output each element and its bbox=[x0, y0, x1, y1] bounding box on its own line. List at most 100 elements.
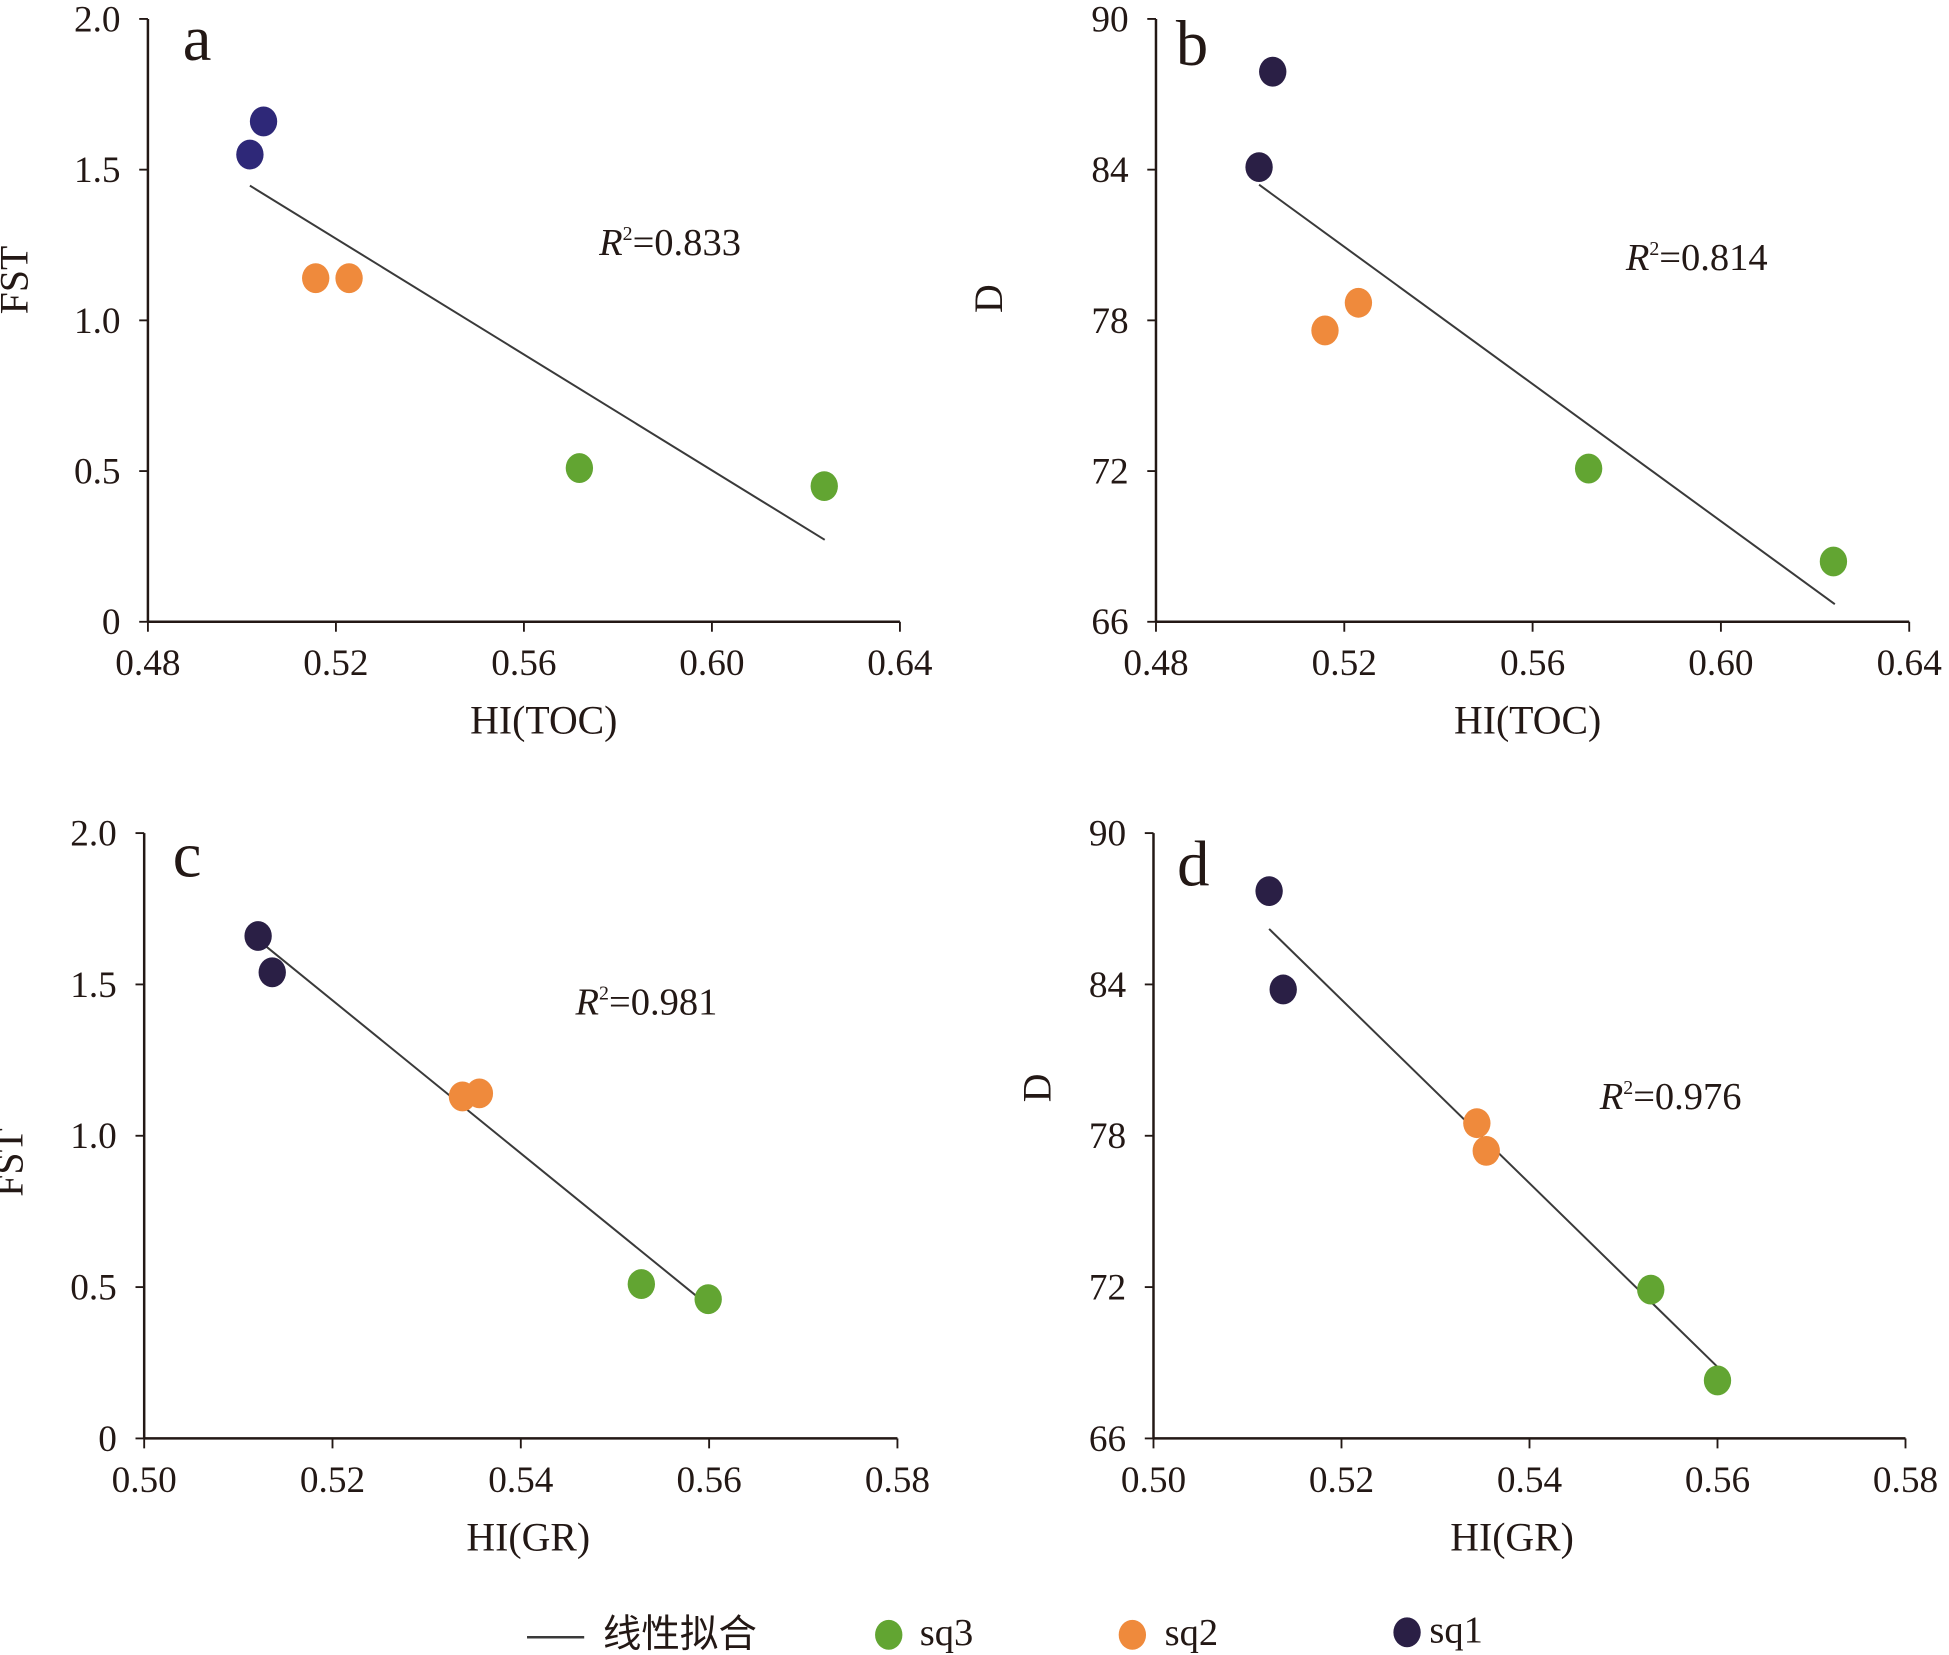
panel-letter: b bbox=[1176, 7, 1208, 79]
point-sq1 bbox=[258, 957, 286, 988]
y-tick-label: 1.0 bbox=[74, 301, 121, 342]
point-sq3 bbox=[1637, 1274, 1665, 1305]
panel-letter: a bbox=[183, 2, 212, 74]
point-sq2 bbox=[335, 263, 363, 294]
y-axis-label: D bbox=[967, 284, 1011, 313]
point-sq2 bbox=[465, 1078, 494, 1109]
y-tick-label: 0.5 bbox=[74, 452, 121, 493]
y-tick-label: 2.0 bbox=[70, 814, 117, 855]
r2-symbol: R bbox=[598, 222, 623, 264]
r2-symbol: R bbox=[1599, 1076, 1624, 1118]
x-tick-label: 0.56 bbox=[1685, 1460, 1750, 1501]
r2-value: =0.981 bbox=[609, 982, 717, 1024]
point-sq1 bbox=[236, 139, 264, 170]
x-tick-label: 0.50 bbox=[1121, 1460, 1186, 1501]
point-sq1 bbox=[1259, 56, 1287, 87]
panel-letter: d bbox=[1177, 827, 1209, 899]
panel-c: 0.50 0.52 0.54 0.56 0.58 0 0.5 1.0 1.5 2.0 HI(GR) F… bbox=[0, 814, 930, 1560]
x-tick-label: 0.54 bbox=[488, 1460, 554, 1501]
x-tick-label: 0.56 bbox=[491, 643, 556, 684]
y-tick-label: 0 bbox=[98, 1419, 117, 1460]
x-axis-label: HI(TOC) bbox=[470, 699, 617, 743]
x-tick-label: 0.58 bbox=[1873, 1460, 1938, 1501]
y-tick-label: 0.5 bbox=[70, 1268, 117, 1309]
y-tick-label: 84 bbox=[1091, 150, 1129, 191]
y-tick-label: 78 bbox=[1089, 1116, 1126, 1157]
fit-line bbox=[1258, 183, 1836, 606]
point-sq1 bbox=[1269, 974, 1297, 1005]
x-tick-label: 0.64 bbox=[867, 643, 933, 684]
r2-annotation: R2=0.833 bbox=[598, 222, 741, 264]
y-tick-label: 84 bbox=[1089, 965, 1127, 1006]
x-tick-label: 0.52 bbox=[1309, 1460, 1374, 1501]
r2-sup: 2 bbox=[599, 983, 609, 1005]
point-sq1 bbox=[244, 921, 272, 951]
y-tick-label: 78 bbox=[1091, 301, 1128, 342]
legend-label-sq1: sq1 bbox=[1429, 1609, 1483, 1651]
panel-d: 0.50 0.52 0.54 0.56 0.58 66 72 78 84 90 HI(GR) Dd R2… bbox=[1015, 814, 1938, 1560]
panel-b: 0.48 0.52 0.56 0.60 0.64 66 72 78 84 90 HI(TOC) Db R… bbox=[967, 0, 1942, 743]
panel-a: 0.48 0.52 0.56 0.60 0.64 0 0.5 1.0 1.5 2.0 HI(TOC)… bbox=[0, 0, 933, 743]
r2-annotation: R2=0.814 bbox=[1625, 237, 1768, 279]
r2-value: =0.976 bbox=[1633, 1076, 1741, 1118]
point-sq3 bbox=[627, 1269, 656, 1299]
y-tick-label: 72 bbox=[1091, 452, 1128, 493]
point-sq1 bbox=[1245, 152, 1273, 183]
legend-label-sq2: sq2 bbox=[1165, 1612, 1219, 1654]
x-axis-label: HI(GR) bbox=[1450, 1515, 1574, 1559]
r2-symbol: R bbox=[575, 982, 600, 1024]
y-tick-label: 1.5 bbox=[74, 150, 121, 191]
r2-sup: 2 bbox=[1623, 1077, 1633, 1099]
x-tick-label: 0.56 bbox=[1500, 643, 1565, 684]
x-tick-label: 0.58 bbox=[865, 1460, 930, 1501]
r2-annotation: R2=0.976 bbox=[1599, 1076, 1742, 1118]
x-tick-label: 0.52 bbox=[300, 1460, 365, 1501]
y-tick-label: 1.5 bbox=[70, 965, 117, 1006]
legend: 线性拟合 sq3 sq2 sq1 bbox=[527, 1609, 1483, 1655]
y-tick-label: 1.0 bbox=[70, 1116, 117, 1157]
legend-marker-sq2 bbox=[1118, 1619, 1147, 1650]
point-sq3 bbox=[1703, 1365, 1732, 1396]
y-axis-label: D bbox=[1015, 1074, 1059, 1103]
x-axis-label: HI(GR) bbox=[466, 1515, 590, 1559]
r2-symbol: R bbox=[1625, 237, 1650, 279]
point-sq1 bbox=[249, 106, 278, 137]
r2-value: =0.814 bbox=[1659, 237, 1767, 279]
y-tick-label: 90 bbox=[1091, 0, 1128, 40]
legend-marker-sq3 bbox=[875, 1619, 903, 1650]
y-tick-label: 66 bbox=[1091, 602, 1128, 643]
legend-marker-sq1 bbox=[1393, 1617, 1421, 1648]
y-tick-label: 72 bbox=[1089, 1268, 1126, 1309]
point-sq2 bbox=[1472, 1135, 1500, 1166]
legend-fit-label: 线性拟合 bbox=[603, 1614, 757, 1655]
point-sq1 bbox=[1255, 876, 1283, 907]
fit-line bbox=[249, 184, 826, 541]
x-tick-label: 0.48 bbox=[1123, 643, 1188, 684]
point-sq3 bbox=[1574, 453, 1603, 484]
y-tick-label: 66 bbox=[1089, 1419, 1126, 1460]
x-tick-label: 0.56 bbox=[677, 1460, 742, 1501]
y-tick-label: 0 bbox=[102, 602, 121, 643]
y-axis-label: FST bbox=[0, 1128, 31, 1197]
point-sq2 bbox=[302, 263, 330, 294]
point-sq3 bbox=[810, 471, 838, 502]
r2-annotation: R2=0.981 bbox=[575, 982, 718, 1024]
r2-sup: 2 bbox=[1649, 238, 1659, 260]
x-tick-label: 0.50 bbox=[112, 1460, 177, 1501]
x-tick-label: 0.48 bbox=[115, 643, 180, 684]
x-tick-label: 0.60 bbox=[1688, 643, 1753, 684]
panel-letter: c bbox=[173, 819, 202, 891]
fit-line bbox=[257, 939, 709, 1307]
point-sq3 bbox=[694, 1284, 722, 1315]
r2-sup: 2 bbox=[623, 223, 633, 245]
x-tick-label: 0.54 bbox=[1497, 1460, 1563, 1501]
y-tick-label: 90 bbox=[1089, 814, 1126, 855]
point-sq3 bbox=[565, 453, 594, 483]
x-tick-label: 0.64 bbox=[1877, 643, 1943, 684]
x-tick-label: 0.60 bbox=[679, 643, 744, 684]
point-sq2 bbox=[1463, 1108, 1491, 1139]
point-sq3 bbox=[1819, 546, 1848, 577]
y-tick-label: 2.0 bbox=[74, 0, 121, 40]
r2-value: =0.833 bbox=[633, 222, 741, 264]
